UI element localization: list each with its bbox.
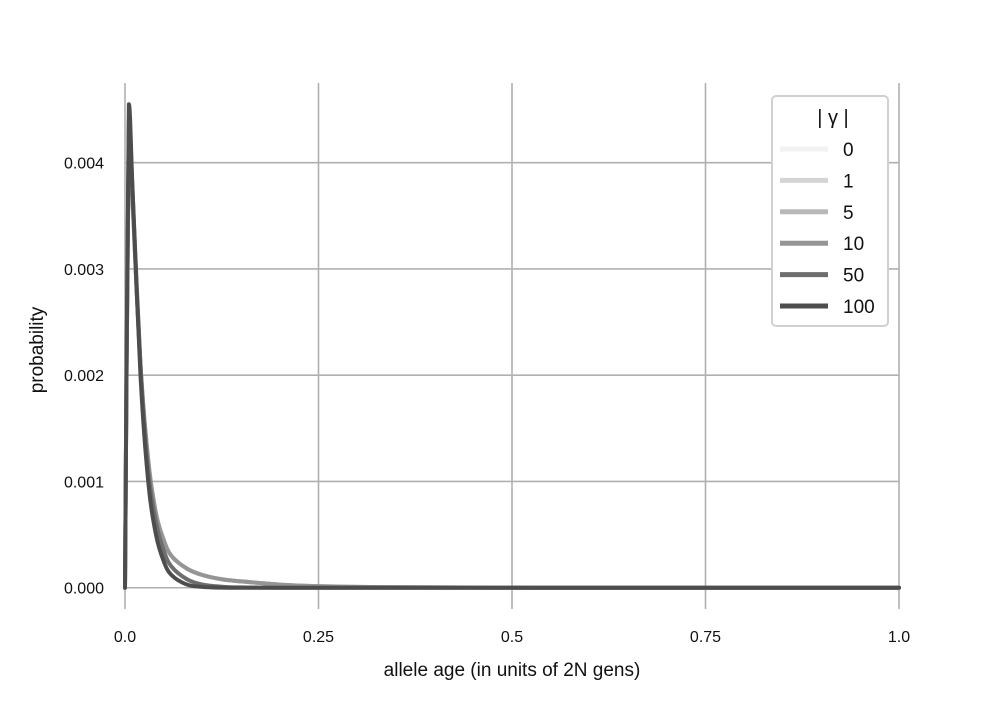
legend-entries: 0 1 5 10 50 100	[780, 140, 875, 318]
legend-label: 10	[843, 234, 864, 255]
legend-label: 0	[843, 140, 854, 161]
x-tick-label: 0.0	[114, 629, 136, 646]
legend-label: 50	[843, 266, 864, 287]
series-line-100	[123, 102, 901, 590]
legend-label: 100	[843, 297, 875, 318]
y-tick-label: 0.001	[64, 474, 104, 491]
x-tick-label: 1.0	[888, 629, 910, 646]
y-tick-label: 0.004	[64, 156, 104, 173]
tick-labels: 0.0 0.25 0.5 0.75 1.0 0.000 0.001 0.002 0.003 0.0…	[64, 156, 910, 646]
x-tick-label: 0.75	[690, 629, 721, 646]
x-axis-title: allele age (in units of 2N gens)	[384, 660, 641, 681]
y-axis-title: probability	[27, 306, 48, 393]
x-tick-label: 0.25	[303, 629, 334, 646]
x-tick-label: 0.5	[501, 629, 523, 646]
y-tick-label: 0.002	[64, 368, 104, 385]
series-lines	[123, 102, 901, 590]
y-tick-label: 0.003	[64, 262, 104, 279]
legend-label: 1	[843, 171, 854, 192]
legend: | γ | 0 1 5 10 50 100	[771, 95, 889, 327]
y-tick-label: 0.000	[64, 581, 104, 598]
legend-box	[771, 95, 889, 327]
legend-label: 5	[843, 203, 854, 224]
legend-title: | γ |	[817, 107, 849, 129]
